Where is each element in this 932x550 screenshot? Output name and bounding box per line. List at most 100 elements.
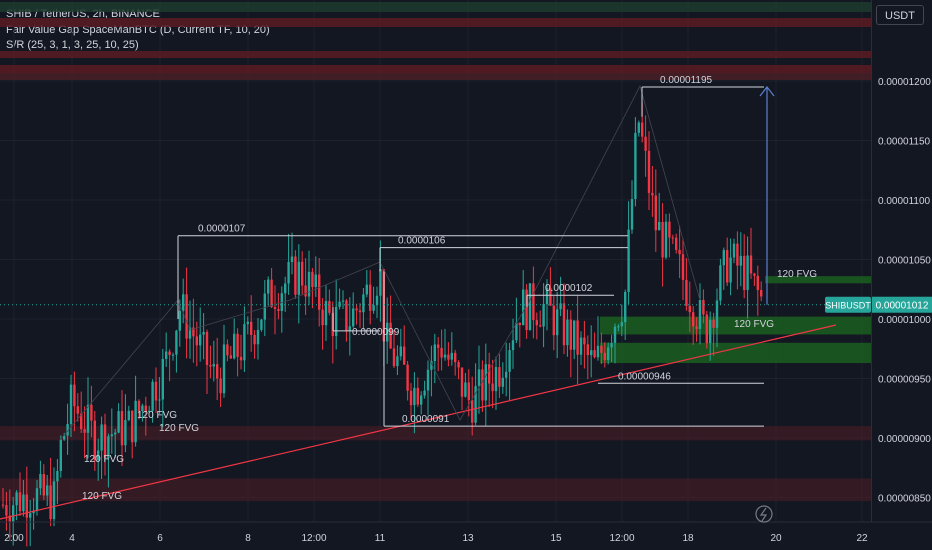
- candle-body[interactable]: [8, 515, 11, 523]
- candle-body[interactable]: [627, 229, 630, 292]
- candle-body[interactable]: [362, 294, 365, 313]
- candle-body[interactable]: [250, 321, 253, 335]
- candle-body[interactable]: [93, 420, 96, 461]
- candle-body[interactable]: [515, 322, 518, 341]
- candle-body[interactable]: [273, 307, 277, 309]
- candle-body[interactable]: [49, 485, 52, 520]
- candle-body[interactable]: [403, 346, 406, 365]
- candle-body[interactable]: [15, 492, 18, 506]
- candle-body[interactable]: [406, 364, 409, 391]
- candle-body[interactable]: [460, 367, 464, 397]
- candle-body[interactable]: [314, 274, 317, 288]
- candle-body[interactable]: [729, 257, 732, 283]
- candle-body[interactable]: [324, 301, 328, 326]
- candle-body[interactable]: [437, 344, 440, 348]
- candle-body[interactable]: [158, 399, 161, 401]
- candle-body[interactable]: [110, 434, 113, 437]
- candle-body[interactable]: [692, 312, 695, 327]
- candle-body[interactable]: [219, 378, 222, 394]
- candle-body[interactable]: [267, 279, 270, 294]
- candle-body[interactable]: [277, 308, 280, 311]
- candle-body[interactable]: [39, 473, 42, 489]
- candle-body[interactable]: [188, 327, 192, 339]
- candle-body[interactable]: [647, 150, 651, 193]
- candle-body[interactable]: [76, 406, 79, 414]
- symbol-tag-box[interactable]: [825, 296, 871, 313]
- candle-body[interactable]: [328, 301, 331, 313]
- candle-body[interactable]: [760, 290, 763, 297]
- candle-body[interactable]: [243, 324, 246, 361]
- candle-body[interactable]: [661, 222, 664, 258]
- candle-body[interactable]: [18, 492, 22, 512]
- candle-body[interactable]: [178, 310, 181, 331]
- candle-body[interactable]: [498, 367, 501, 387]
- candle-body[interactable]: [154, 381, 158, 401]
- candle-body[interactable]: [474, 386, 477, 423]
- candle-body[interactable]: [430, 361, 433, 370]
- candle-body[interactable]: [637, 122, 640, 133]
- candle-body[interactable]: [86, 404, 90, 433]
- candle-body[interactable]: [634, 132, 637, 200]
- currency-button[interactable]: USDT: [876, 5, 924, 25]
- candle-body[interactable]: [372, 305, 375, 311]
- candle-body[interactable]: [426, 369, 430, 391]
- candle-body[interactable]: [379, 268, 382, 296]
- candle-body[interactable]: [46, 485, 49, 496]
- candle-body[interactable]: [35, 488, 39, 511]
- candle-body[interactable]: [168, 351, 171, 356]
- candle-body[interactable]: [481, 369, 484, 401]
- candle-body[interactable]: [603, 352, 606, 360]
- candle-body[interactable]: [392, 348, 396, 367]
- candle-body[interactable]: [182, 294, 185, 311]
- candle-body[interactable]: [151, 381, 154, 411]
- candle-body[interactable]: [420, 395, 423, 405]
- candle-body[interactable]: [352, 308, 355, 327]
- candle-body[interactable]: [528, 283, 532, 331]
- candle-body[interactable]: [685, 279, 688, 306]
- candle-body[interactable]: [443, 354, 447, 358]
- candle-body[interactable]: [688, 305, 691, 313]
- candle-body[interactable]: [464, 382, 467, 397]
- candle-body[interactable]: [297, 261, 300, 295]
- candle-body[interactable]: [756, 275, 759, 291]
- candle-body[interactable]: [457, 362, 460, 368]
- candle-body[interactable]: [321, 309, 324, 326]
- candle-body[interactable]: [120, 411, 124, 446]
- candle-body[interactable]: [284, 283, 287, 294]
- candle-body[interactable]: [90, 404, 93, 421]
- candle-body[interactable]: [341, 300, 345, 302]
- candle-body[interactable]: [488, 364, 491, 384]
- candle-body[interactable]: [651, 192, 654, 196]
- candle-body[interactable]: [69, 384, 73, 424]
- candle-body[interactable]: [525, 289, 528, 331]
- candle-body[interactable]: [416, 387, 419, 405]
- candle-body[interactable]: [576, 320, 579, 355]
- candle-body[interactable]: [494, 367, 498, 392]
- candle-body[interactable]: [399, 346, 402, 357]
- candle-body[interactable]: [671, 237, 674, 239]
- candle-body[interactable]: [32, 510, 35, 514]
- candle-body[interactable]: [185, 294, 188, 339]
- candle-body[interactable]: [134, 400, 137, 443]
- candle-body[interactable]: [56, 470, 59, 482]
- candle-body[interactable]: [617, 326, 620, 328]
- candle-body[interactable]: [726, 250, 729, 283]
- candle-body[interactable]: [212, 364, 215, 367]
- candle-body[interactable]: [226, 344, 229, 356]
- candle-body[interactable]: [25, 494, 28, 518]
- candle-body[interactable]: [681, 254, 685, 280]
- candle-body[interactable]: [705, 314, 708, 344]
- candle-body[interactable]: [141, 405, 144, 412]
- candle-body[interactable]: [753, 273, 756, 276]
- candle-body[interactable]: [732, 243, 736, 258]
- candle-body[interactable]: [195, 336, 198, 346]
- candle-body[interactable]: [610, 342, 613, 348]
- candle-body[interactable]: [294, 256, 297, 295]
- candle-body[interactable]: [433, 344, 436, 362]
- candle-body[interactable]: [239, 356, 243, 361]
- candle-body[interactable]: [491, 383, 494, 392]
- candle-body[interactable]: [290, 256, 294, 263]
- candle-body[interactable]: [171, 354, 175, 356]
- candle-body[interactable]: [63, 435, 66, 440]
